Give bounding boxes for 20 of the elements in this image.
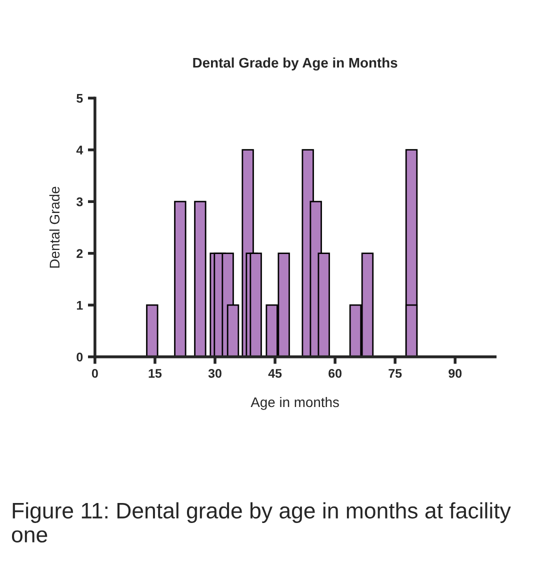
bar xyxy=(194,200,206,357)
x-tick-label: 75 xyxy=(388,369,402,378)
x-tick-label: 30 xyxy=(208,368,222,378)
bar xyxy=(146,304,158,357)
y-axis-title: Dental Grade xyxy=(49,186,60,268)
bar xyxy=(174,200,186,357)
caption: Figure 11: Dental grade by age in months at facility one xyxy=(12,502,511,542)
x-tick-label: 90 xyxy=(448,368,462,378)
x-tick-label: 0 xyxy=(92,368,98,378)
x-tick-label: 45 xyxy=(268,369,282,378)
y-tick-label: 3 xyxy=(76,197,83,206)
y-tick-label: 4 xyxy=(76,146,84,154)
x-axis-title: Age in months xyxy=(250,396,339,410)
y-tick-label: 2 xyxy=(76,249,83,258)
y-tick-label: 0 xyxy=(76,352,83,362)
x-tick-label: 60 xyxy=(328,368,342,378)
y-tick-label: 1 xyxy=(76,301,83,310)
chart-title: Dental Grade by Age in Months xyxy=(193,57,398,70)
y-tick-label: 5 xyxy=(76,94,83,103)
x-tick-label: 15 xyxy=(148,369,162,378)
